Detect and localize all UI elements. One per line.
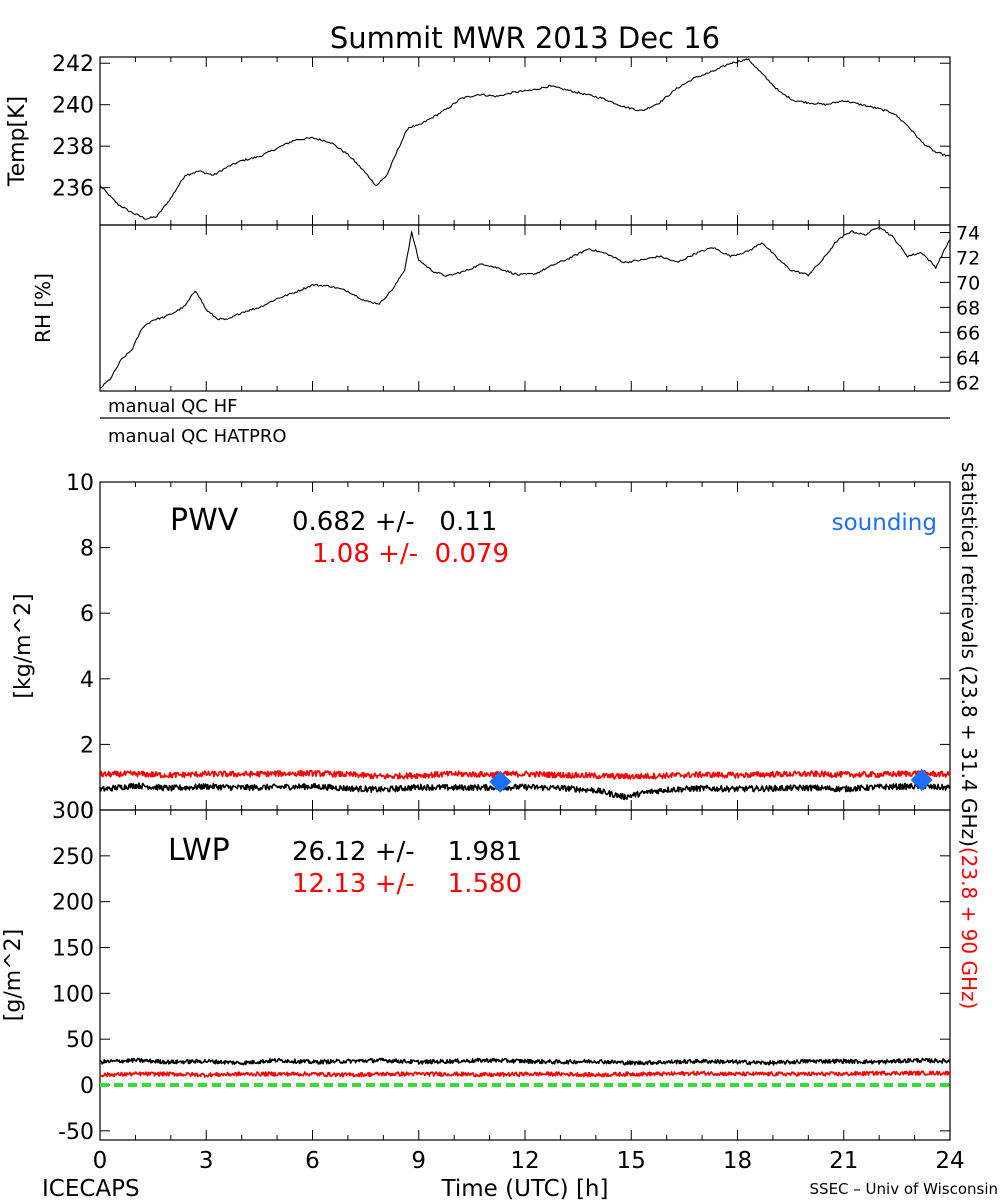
y-tick-label: 0: [80, 799, 94, 824]
lwp-series: [99, 1057, 951, 1087]
pwv-name: PWV: [170, 503, 239, 538]
x-tick-label: 18: [723, 1148, 752, 1174]
y-tick-label: 0: [80, 1074, 94, 1099]
y-tick-label: 6: [80, 602, 94, 627]
temperature-line-black: [99, 58, 951, 220]
x-axis-label: Time (UTC) [h]: [441, 1176, 609, 1200]
x-tick-label: 0: [93, 1148, 108, 1174]
rh-y-ticks: 62 64 66 68 70 72 74: [940, 222, 980, 394]
sounding-marker: [489, 770, 512, 793]
x-tick-label: 9: [411, 1148, 426, 1174]
lwp-red-stats: 12.13 +/- 1.580: [292, 869, 522, 899]
temperature-ylabel: Temp[K]: [5, 96, 30, 187]
y-tick-label: 236: [52, 177, 94, 202]
y-tick-label: 250: [52, 845, 94, 870]
rh-ylabel: RH [%]: [31, 273, 55, 343]
pwv-line-black: [99, 782, 951, 801]
pwv-x-ticks: [134, 482, 916, 810]
sounding-legend-label: sounding: [832, 510, 937, 536]
footer-left: ICECAPS: [42, 1176, 140, 1200]
y-tick-label: 72: [956, 247, 980, 269]
x-tick-label: 15: [617, 1148, 646, 1174]
x-tick-label: 12: [510, 1148, 539, 1174]
y-tick-label: 300: [52, 799, 94, 824]
y-tick-label: 242: [52, 52, 94, 77]
figure-title: Summit MWR 2013 Dec 16: [330, 21, 720, 55]
pwv-black-stats: 0.682 +/- 0.11: [292, 507, 497, 537]
qc-section: manual QC HF manual QC HATPRO: [100, 396, 950, 447]
lwp-panel: [g/m^2] -50 0 50 100 150 200 250 300 0 3 6 9 12 15 18…: [1, 799, 965, 1174]
temperature-x-ticks: [134, 57, 916, 225]
sounding-marker: [910, 768, 933, 791]
side-label: statistical retrievals (23.8 + 31.4 GHz)…: [957, 462, 981, 1009]
y-tick-label: 100: [52, 982, 94, 1007]
pwv-series: [99, 768, 951, 801]
x-tick-label: 21: [829, 1148, 858, 1174]
lwp-ylabel: [g/m^2]: [1, 929, 26, 1021]
y-tick-label: 150: [52, 937, 94, 962]
y-tick-label: 10: [66, 471, 94, 496]
y-tick-label: 2: [80, 733, 94, 758]
y-tick-label: 66: [956, 322, 980, 344]
rh-panel: RH [%] 62 64 66 68 70 72 74: [31, 222, 980, 394]
y-tick-label: 4: [80, 668, 94, 693]
qc-hatpro-label: manual QC HATPRO: [108, 426, 287, 447]
rh-series: [99, 226, 951, 389]
temperature-y-ticks: 236 238 240 242: [52, 52, 950, 202]
y-tick-label: 62: [956, 372, 980, 394]
x-tick-label: 24: [935, 1148, 964, 1174]
y-tick-label: 50: [66, 1028, 94, 1053]
y-tick-label: 8: [80, 537, 94, 562]
y-tick-label: 200: [52, 891, 94, 916]
y-tick-label: 238: [52, 135, 94, 160]
x-tick-label: 3: [199, 1148, 214, 1174]
y-tick-label: 70: [956, 272, 980, 294]
lwp-line-red: [99, 1070, 951, 1078]
pwv-y-ticks: 0 2 4 6 8 10: [66, 471, 950, 824]
relative-humidity-line-black: [99, 226, 951, 389]
lwp-black-stats: 26.12 +/- 1.981: [292, 837, 522, 867]
pwv-panel: [kg/m^2] 0 2 4 6 8 10 PWV 0.682 +/- 0.11 1.08…: [11, 471, 951, 824]
y-tick-label: 64: [956, 347, 980, 369]
y-tick-label: 74: [956, 222, 980, 244]
x-tick-label: 6: [305, 1148, 320, 1174]
footer-right: SSEC – Univ of Wisconsin: [810, 1180, 998, 1198]
lwp-x-ticks: 0 3 6 9 12 15 18 21 24: [93, 810, 965, 1174]
pwv-line-red: [99, 769, 951, 780]
pwv-red-stats: 1.08 +/- 0.079: [312, 539, 509, 569]
side-label-red: (23.8 + 90 GHz): [957, 847, 981, 1009]
y-tick-label: 240: [52, 94, 94, 119]
lwp-line-black: [99, 1057, 951, 1066]
lwp-y-ticks: -50 0 50 100 150 200 250 300: [52, 799, 950, 1145]
temperature-series: [99, 58, 951, 220]
pwv-ylabel: [kg/m^2]: [11, 593, 36, 698]
qc-hf-label: manual QC HF: [108, 396, 237, 417]
lwp-name: LWP: [168, 833, 230, 868]
y-tick-label: 68: [956, 297, 980, 319]
y-tick-label: -50: [58, 1120, 94, 1145]
side-label-black: statistical retrievals (23.8 + 31.4 GHz): [957, 462, 981, 847]
